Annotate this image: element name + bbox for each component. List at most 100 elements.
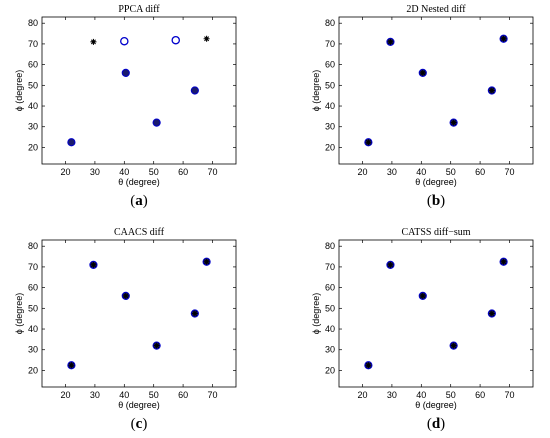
x-axis-label: θ (degree)	[118, 400, 160, 410]
data-point-star	[153, 342, 160, 349]
x-tick-label: 40	[119, 390, 129, 400]
y-tick-label: 70	[28, 39, 38, 49]
y-tick-label: 80	[28, 18, 38, 28]
x-tick-label: 60	[475, 390, 485, 400]
chart-panel: 2D Nested diff 20 30 40 50 60 70 20 30 40 50 60 70 80…	[311, 4, 534, 209]
panel-caption-letter: a	[135, 193, 143, 209]
panel-caption: (b)	[427, 193, 445, 209]
y-tick-label: 60	[28, 60, 38, 70]
data-point-star	[419, 69, 426, 76]
y-tick-label: 60	[28, 283, 38, 293]
data-point-star	[500, 35, 507, 42]
panel-caption: (a)	[130, 193, 148, 209]
chart-panel: CATSS diff−sum 20 30 40 50 60 70 20 30 40 50 60 70 80…	[311, 227, 534, 432]
panel-caption: (c)	[131, 416, 148, 432]
y-tick-label: 70	[325, 39, 335, 49]
data-point-open	[120, 36, 129, 46]
data-point-star	[450, 342, 457, 349]
data-point-star	[122, 292, 129, 299]
panel-caption-letter: c	[136, 416, 143, 432]
y-tick-label: 50	[28, 303, 38, 313]
x-tick-label: 50	[446, 390, 456, 400]
y-axis-label: ϕ (degree)	[14, 70, 24, 112]
panel-caption: (d)	[427, 416, 445, 432]
x-axis-label: θ (degree)	[415, 400, 457, 410]
chart-panel: PPCA diff 20 30 40 50 60 70 20 30 40 50 60 70 80 θ (de…	[14, 4, 237, 209]
y-tick-label: 50	[325, 303, 335, 313]
data-point-star	[488, 310, 495, 317]
y-tick-label: 40	[325, 324, 335, 334]
data-point-star	[90, 261, 97, 268]
chart-title: CAACS diff	[114, 227, 165, 238]
x-axis-label: θ (degree)	[415, 177, 457, 187]
x-tick-label: 50	[149, 167, 159, 177]
panel-caption-letter: b	[432, 193, 440, 209]
panel-caption-open: (	[130, 193, 135, 209]
x-tick-label: 30	[387, 167, 397, 177]
y-tick-label: 50	[325, 80, 335, 90]
x-tick-label: 30	[90, 167, 100, 177]
y-tick-label: 40	[28, 101, 38, 111]
data-point-filled	[190, 86, 199, 95]
y-tick-label: 40	[325, 101, 335, 111]
y-axis-label: ϕ (degree)	[14, 293, 24, 335]
data-point-star	[419, 292, 426, 299]
x-tick-label: 20	[61, 390, 71, 400]
data-point-star	[365, 139, 372, 146]
x-tick-label: 40	[416, 390, 426, 400]
panel-caption-letter: d	[432, 416, 441, 432]
x-tick-label: 50	[149, 390, 159, 400]
x-tick-label: 50	[446, 167, 456, 177]
data-point-star	[488, 87, 495, 94]
y-tick-label: 80	[325, 18, 335, 28]
x-tick-label: 70	[504, 390, 514, 400]
y-axis-label: ϕ (degree)	[311, 293, 321, 335]
chart-title: PPCA diff	[118, 4, 160, 15]
data-point-star	[387, 38, 394, 45]
y-tick-label: 30	[28, 345, 38, 355]
x-tick-label: 20	[61, 167, 71, 177]
panel-caption-open: (	[131, 416, 136, 432]
x-tick-label: 30	[387, 390, 397, 400]
y-tick-label: 30	[325, 122, 335, 132]
y-tick-label: 20	[325, 365, 335, 375]
data-point-star	[365, 362, 372, 369]
x-tick-label: 70	[207, 390, 217, 400]
x-tick-label: 30	[90, 390, 100, 400]
y-tick-label: 80	[325, 241, 335, 251]
panel-caption-close: )	[440, 193, 445, 209]
data-point-star	[203, 35, 210, 42]
x-tick-label: 70	[504, 167, 514, 177]
data-point-star	[90, 38, 97, 45]
chart-title: 2D Nested diff	[406, 4, 466, 15]
x-tick-label: 70	[207, 167, 217, 177]
x-axis-label: θ (degree)	[118, 177, 160, 187]
panel-caption-close: )	[440, 416, 445, 432]
data-point-open	[171, 35, 180, 45]
x-tick-label: 60	[178, 167, 188, 177]
y-tick-label: 70	[325, 262, 335, 272]
y-axis-label: ϕ (degree)	[311, 70, 321, 112]
y-tick-label: 60	[325, 283, 335, 293]
data-point-star	[450, 119, 457, 126]
y-tick-label: 50	[28, 80, 38, 90]
data-point-star	[68, 362, 75, 369]
data-point-filled	[152, 118, 161, 127]
panel-caption-close: )	[142, 416, 147, 432]
data-point-star	[191, 310, 198, 317]
y-tick-label: 70	[28, 262, 38, 272]
data-point-star	[387, 261, 394, 268]
chart-title: CATSS diff−sum	[401, 227, 470, 238]
x-tick-label: 20	[358, 167, 368, 177]
y-tick-label: 30	[28, 122, 38, 132]
x-tick-label: 40	[416, 167, 426, 177]
x-tick-label: 40	[119, 167, 129, 177]
x-tick-label: 60	[475, 167, 485, 177]
chart-panel: CAACS diff 20 30 40 50 60 70 20 30 40 50 60 70 80 θ (d…	[14, 227, 237, 432]
y-tick-label: 20	[28, 365, 38, 375]
y-tick-label: 30	[325, 345, 335, 355]
data-point-filled	[67, 138, 76, 147]
data-point-star	[203, 258, 210, 265]
y-tick-label: 20	[28, 142, 38, 152]
